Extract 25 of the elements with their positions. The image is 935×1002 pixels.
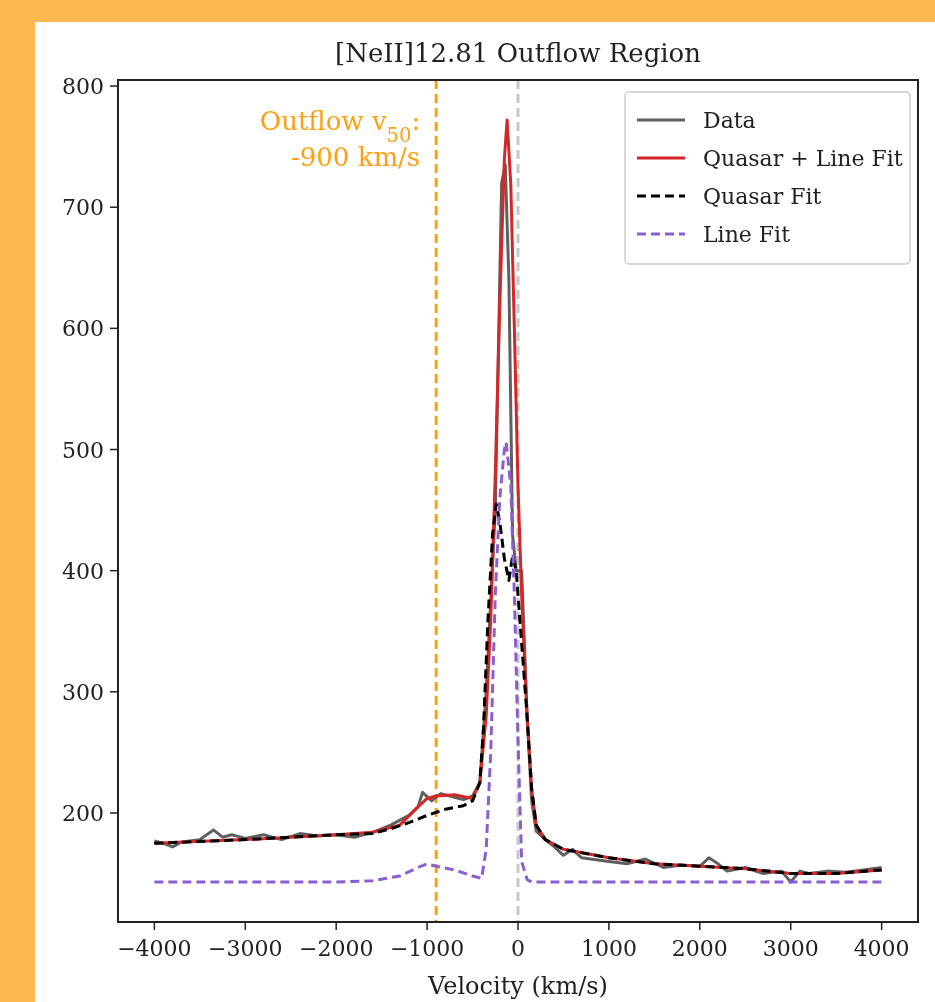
y-tick-label: 200 (62, 800, 104, 826)
x-tick-label: 3000 (762, 936, 819, 961)
chart-title: [NeII]12.81 Outflow Region (334, 38, 702, 68)
line-series (152, 502, 884, 876)
legend-label: Data (703, 108, 756, 133)
x-tick-label: 0 (511, 936, 525, 961)
y-tick-label: 300 (62, 679, 104, 705)
x-tick-label: 1000 (580, 936, 637, 961)
ref-line-label: Outflow v$_{50}$: -900 km/s (259, 106, 421, 172)
legend-label: Quasar Fit (703, 184, 822, 209)
x-tick-label: −2000 (298, 936, 374, 961)
y-tick-label: 600 (62, 316, 104, 342)
x-tick-label: −4000 (117, 936, 192, 961)
legend-label: Line Fit (703, 222, 791, 247)
legend-label: Quasar + Line Fit (703, 146, 903, 171)
line-series (152, 440, 884, 884)
y-tick-label: 700 (62, 195, 104, 221)
x-axis-title: Velocity (km/s) (427, 972, 608, 1000)
x-tick-label: 4000 (853, 936, 910, 961)
x-tick-label: −3000 (208, 936, 283, 961)
y-tick-label: 800 (62, 74, 104, 100)
y-tick-label: 500 (62, 437, 104, 463)
y-tick-label: 400 (62, 558, 104, 584)
x-tick-label: 2000 (671, 936, 728, 961)
x-tick-label: −1000 (389, 936, 465, 961)
